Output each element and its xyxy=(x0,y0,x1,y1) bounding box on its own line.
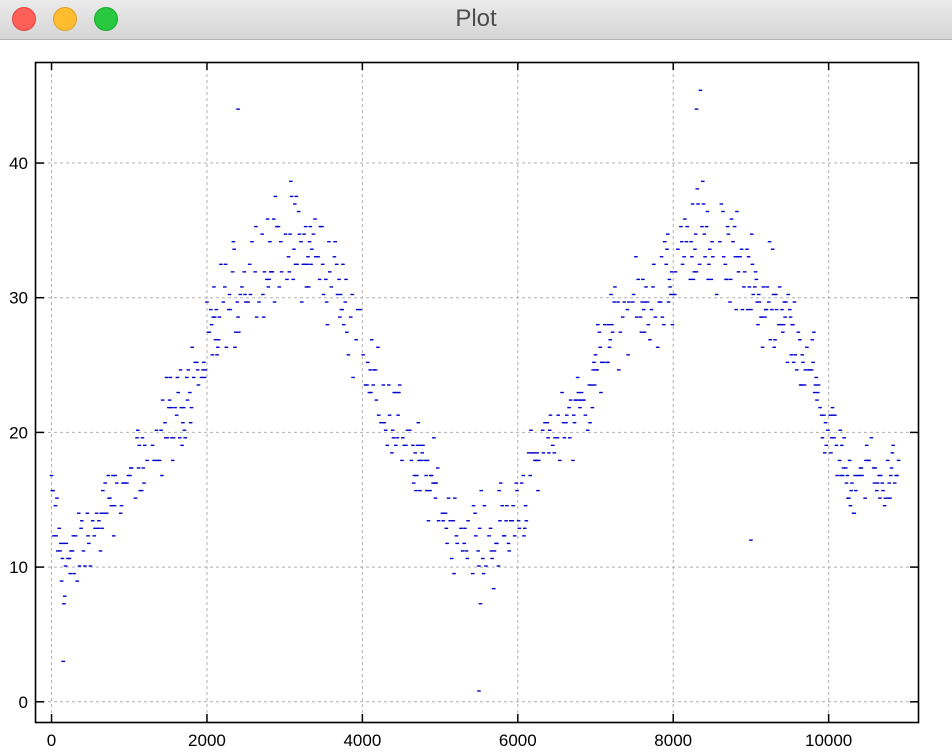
x-tick-label: 6000 xyxy=(499,731,537,750)
x-tick-label: 0 xyxy=(47,731,56,750)
close-window-button[interactable] xyxy=(12,7,36,31)
window-title: Plot xyxy=(455,5,497,32)
y-tick-labels: 0 10 20 30 40 xyxy=(9,154,28,712)
axis-ticks xyxy=(36,62,918,722)
y-tick-label: 10 xyxy=(9,558,28,577)
window-titlebar[interactable]: Plot xyxy=(0,0,952,40)
minimize-window-button[interactable] xyxy=(53,7,77,31)
x-tick-label: 2000 xyxy=(188,731,226,750)
y-tick-label: 30 xyxy=(9,289,28,308)
data-points xyxy=(49,89,901,692)
x-tick-label: 10000 xyxy=(805,731,852,750)
grid-lines xyxy=(36,62,918,722)
y-tick-label: 0 xyxy=(19,693,28,712)
y-tick-label: 40 xyxy=(9,154,28,173)
x-tick-label: 8000 xyxy=(654,731,692,750)
plot-frame xyxy=(34,61,920,724)
y-tick-label: 20 xyxy=(9,423,28,442)
x-tick-label: 4000 xyxy=(343,731,381,750)
zoom-window-button[interactable] xyxy=(94,7,118,31)
x-tick-labels: 0 2000 4000 6000 8000 10000 xyxy=(47,731,852,750)
scatter-plot: 0 2000 4000 6000 8000 10000 0 10 20 30 40 xyxy=(9,61,920,750)
